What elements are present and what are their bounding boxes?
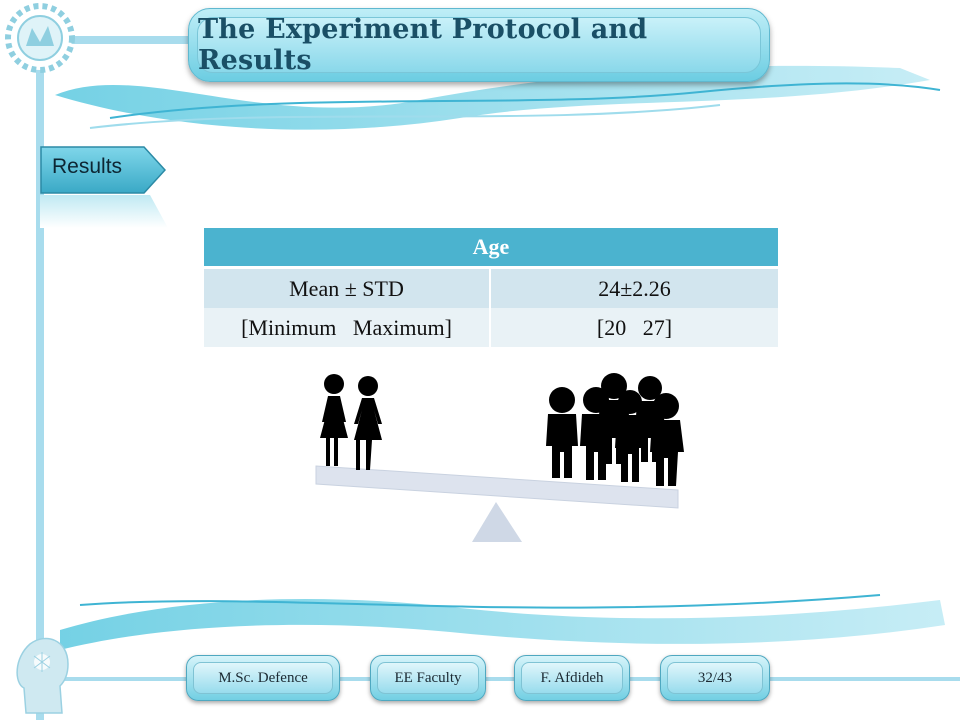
footer-author-label: F. Afdideh: [540, 669, 604, 686]
scale-beam: [315, 465, 679, 509]
balance-scale-illustration: [315, 373, 684, 542]
row-value: 24±2.26: [491, 266, 778, 308]
section-tag: [40, 146, 166, 194]
table-row: [Minimum Maximum] [20 27]: [204, 308, 778, 347]
university-logo: [5, 3, 75, 73]
head-silhouette-icon: [16, 637, 69, 714]
footer-degree-label: M.Sc. Defence: [218, 669, 308, 686]
footer-page-button: 32/43: [660, 655, 770, 701]
footer-faculty-label: EE Faculty: [394, 669, 462, 686]
row-value: [20 27]: [491, 308, 778, 347]
woman-icon: [354, 376, 382, 470]
woman-icon: [320, 374, 348, 466]
table-header: Age: [204, 228, 778, 266]
man-icon: [546, 387, 578, 478]
footer-faculty-button: EE Faculty: [370, 655, 486, 701]
footer-author-button: F. Afdideh: [514, 655, 630, 701]
section-label: Results: [52, 155, 123, 178]
page-title: The Experiment Protocol and Results: [198, 14, 648, 76]
fulcrum-icon: [472, 502, 522, 542]
title-banner: The Experiment Protocol and Results: [188, 8, 770, 82]
man-icon: [580, 387, 612, 480]
table-row: Mean ± STD 24±2.26: [204, 266, 778, 308]
row-label: Mean ± STD: [204, 266, 491, 308]
age-table: Age Mean ± STD 24±2.26 [Minimum Maximum]…: [204, 228, 778, 347]
footer-degree-button: M.Sc. Defence: [186, 655, 340, 701]
man-icon: [615, 390, 645, 482]
man-icon: [650, 393, 684, 486]
row-label: [Minimum Maximum]: [204, 308, 491, 347]
page-number: 32/43: [697, 669, 733, 686]
